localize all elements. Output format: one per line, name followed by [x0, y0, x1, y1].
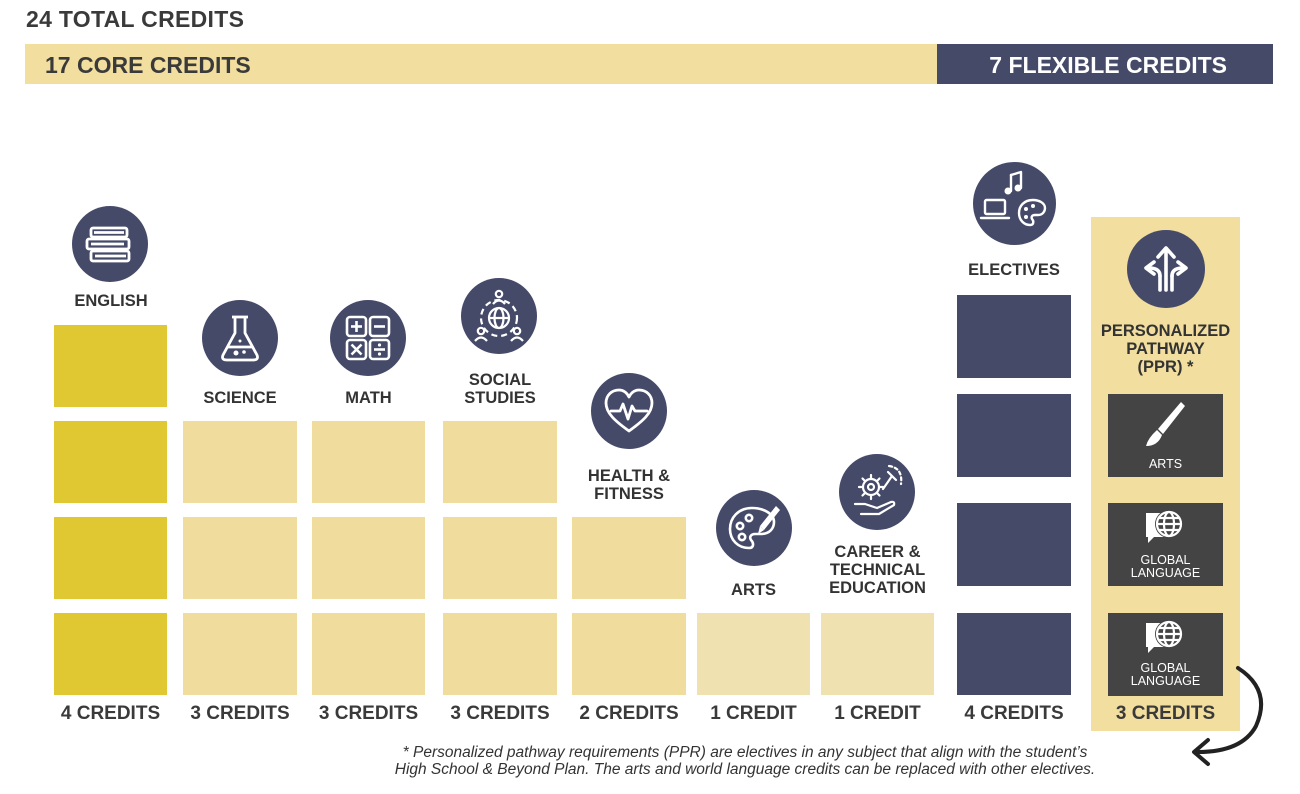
- subject-label-ppr-line2: PATHWAY: [1126, 340, 1205, 358]
- credits-electives: 4 CREDITS: [964, 703, 1064, 724]
- speech-globe-icon: [1146, 510, 1183, 543]
- directions-arrows-icon: [1127, 230, 1205, 308]
- credit-block-science-2: [183, 517, 297, 599]
- math-symbols-icon: [330, 300, 406, 376]
- globe-people-icon: [461, 278, 537, 354]
- subject-label-social-studies-line1: SOCIAL: [468, 371, 532, 389]
- credit-block-electives-4: [957, 295, 1071, 378]
- credit-block-electives-2: [957, 503, 1071, 586]
- credit-block-social-studies-1: [443, 613, 557, 695]
- credit-block-career-1: [821, 613, 934, 695]
- credit-block-math-3: [312, 421, 425, 503]
- subject-label-social-studies: SOCIAL STUDIES: [443, 371, 557, 407]
- subject-label-ppr-line1: PERSONALIZED: [1100, 322, 1231, 340]
- subject-label-health-fitness-line2: FITNESS: [594, 485, 664, 503]
- ppr-box-global-language-1-label: GLOBAL LANGUAGE: [1108, 554, 1223, 580]
- credit-block-social-studies-3: [443, 421, 557, 503]
- ppr-box-global-language-1-line1: GLOBAL: [1140, 553, 1191, 567]
- subject-label-career-line1: CAREER &: [834, 543, 921, 561]
- credits-english: 4 CREDITS: [60, 703, 161, 724]
- credit-block-science-3: [183, 421, 297, 503]
- subject-label-career-line2: TECHNICAL: [829, 561, 926, 579]
- subject-label-english: ENGLISH: [74, 292, 148, 310]
- ppr-box-global-language-2-line1: GLOBAL: [1140, 661, 1191, 675]
- subject-label-math: MATH: [345, 389, 392, 407]
- speech-globe-icon: [1146, 620, 1183, 653]
- credits-science: 3 CREDITS: [190, 703, 290, 724]
- credit-block-math-1: [312, 613, 425, 695]
- subject-label-career-line3: EDUCATION: [829, 579, 926, 597]
- credit-block-social-studies-2: [443, 517, 557, 599]
- credits-social-studies: 3 CREDITS: [450, 703, 550, 724]
- credit-block-english-4: [54, 325, 167, 407]
- footnote-line1: * Personalized pathway requirements (PPR…: [402, 744, 1088, 761]
- flexible-credits-label: 7 FLEXIBLE CREDITS: [989, 52, 1227, 78]
- credits-math: 3 CREDITS: [318, 703, 419, 724]
- gear-hand-icon: [839, 454, 915, 530]
- ppr-box-global-language-2-line2: LANGUAGE: [1130, 674, 1201, 688]
- ppr-box-global-language-2-label: GLOBAL LANGUAGE: [1108, 662, 1223, 688]
- flexible-credits-banner: 7 FLEXIBLE CREDITS: [937, 44, 1273, 84]
- ppr-box-arts-label: ARTS: [1148, 457, 1183, 471]
- ppr-box-arts: ARTS: [1108, 394, 1223, 477]
- credit-block-electives-3: [957, 394, 1071, 477]
- credit-block-electives-1: [957, 613, 1071, 695]
- subject-label-ppr-line3: (PPR) *: [1137, 358, 1194, 376]
- subject-label-health-fitness: HEALTH & FITNESS: [572, 467, 686, 503]
- subject-label-arts: ARTS: [731, 581, 776, 599]
- credit-block-english-2: [54, 517, 167, 599]
- credit-block-health-fitness-2: [572, 517, 686, 599]
- books-icon: [72, 206, 148, 282]
- credit-block-english-1: [54, 613, 167, 695]
- palette-icon: [716, 490, 792, 566]
- flask-icon: [202, 300, 278, 376]
- subject-label-science: SCIENCE: [203, 389, 277, 407]
- footnote: * Personalized pathway requirements (PPR…: [270, 744, 1220, 778]
- heart-pulse-icon: [591, 373, 667, 449]
- paintbrush-icon: [1146, 402, 1185, 446]
- total-credits-title: 24 TOTAL CREDITS: [26, 6, 245, 32]
- core-credits-banner: 17 CORE CREDITS: [25, 44, 937, 84]
- credits-ppr: 3 CREDITS: [1115, 703, 1216, 724]
- ppr-box-global-language-1-line2: LANGUAGE: [1130, 566, 1201, 580]
- subject-label-electives: ELECTIVES: [968, 261, 1060, 279]
- credits-career-technical-education: 1 CREDIT: [834, 703, 921, 724]
- credit-block-science-1: [183, 613, 297, 695]
- credit-block-health-fitness-1: [572, 613, 686, 695]
- music-laptop-palette-icon: [973, 162, 1056, 245]
- subject-label-health-fitness-line1: HEALTH &: [587, 467, 671, 485]
- core-credits-label: 17 CORE CREDITS: [45, 52, 251, 78]
- ppr-box-global-language-2: GLOBAL LANGUAGE: [1108, 613, 1223, 696]
- credit-block-arts-1: [697, 613, 810, 695]
- subject-label-social-studies-line2: STUDIES: [464, 389, 536, 407]
- credit-block-english-3: [54, 421, 167, 503]
- credit-block-math-2: [312, 517, 425, 599]
- credits-health-fitness: 2 CREDITS: [579, 703, 679, 724]
- curved-arrow-icon: [1192, 666, 1264, 766]
- credits-arts: 1 CREDIT: [710, 703, 797, 724]
- ppr-box-global-language-1: GLOBAL LANGUAGE: [1108, 503, 1223, 586]
- subject-label-ppr: PERSONALIZED PATHWAY (PPR) *: [1091, 322, 1240, 376]
- footnote-line2: High School & Beyond Plan. The arts and …: [394, 761, 1096, 778]
- subject-label-career-technical-education: CAREER & TECHNICAL EDUCATION: [820, 543, 935, 597]
